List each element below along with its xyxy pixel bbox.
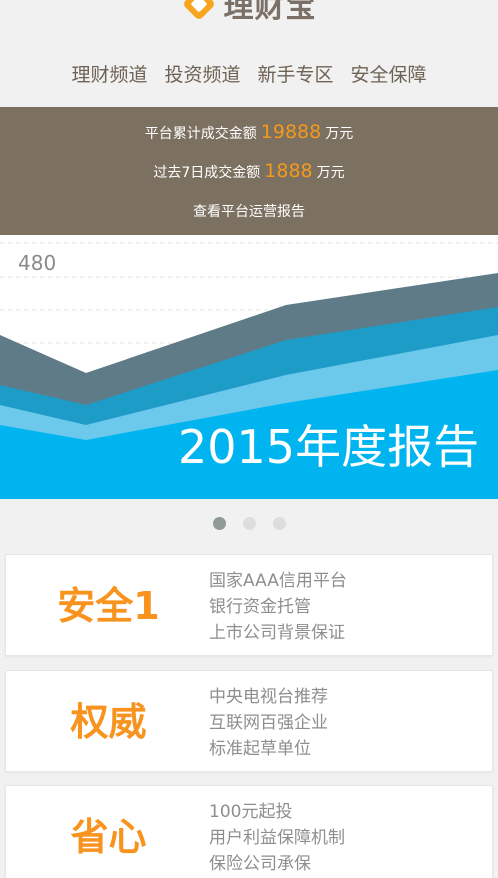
- week-value: 1888: [264, 160, 313, 182]
- nav-item-security[interactable]: 安全保障: [350, 64, 427, 86]
- feature-title: 安全1: [57, 584, 160, 628]
- week-unit: 万元: [316, 165, 345, 181]
- carousel-dot-2[interactable]: [242, 517, 256, 530]
- axis-label: 480: [18, 251, 56, 275]
- banner-graphic: 480 2015年度报告: [0, 235, 498, 499]
- weekly-volume: 过去7日成交金额 1888 万元: [0, 160, 498, 182]
- carousel-dot-3[interactable]: [272, 517, 286, 530]
- feature-line: 标准起草单位: [209, 739, 311, 759]
- nav-item-wealth[interactable]: 理财频道: [71, 64, 148, 86]
- feature-line: 保险公司承保: [209, 854, 311, 874]
- feature-line: 银行资金托管: [209, 597, 311, 617]
- banner-title: 2015年度报告: [178, 420, 479, 474]
- feature-card-safety[interactable]: 安全1 国家AAA信用平台 银行资金托管 上市公司背景保证: [5, 554, 493, 656]
- feature-details: 100元起投 用户利益保障机制 保险公司承保: [209, 799, 345, 877]
- diamond-logo-icon: [183, 0, 214, 19]
- feature-line: 上市公司背景保证: [209, 623, 345, 643]
- feature-line: 中央电视台推荐: [209, 687, 328, 707]
- cumulative-value: 19888: [260, 121, 322, 143]
- logo[interactable]: 理财宝: [182, 0, 317, 26]
- carousel-dot-1[interactable]: [212, 517, 226, 530]
- cumulative-volume: 平台累计成交金额 19888 万元: [0, 121, 498, 143]
- feature-title: 权威: [70, 700, 147, 744]
- feature-line: 用户利益保障机制: [209, 828, 345, 848]
- sky-area-band: [0, 370, 498, 499]
- report-row: 查看平台运营报告: [0, 201, 498, 221]
- feature-title: 省心: [70, 815, 147, 859]
- cumulative-unit: 万元: [325, 126, 354, 142]
- main-nav: 理财频道 投资频道 新手专区 安全保障: [0, 58, 498, 92]
- carousel-indicators: [0, 517, 498, 531]
- feature-line: 100元起投: [209, 802, 293, 822]
- feature-line: 互联网百强企业: [209, 713, 328, 733]
- banner-slide[interactable]: 480 2015年度报告: [0, 235, 498, 499]
- header-logo[interactable]: 理财宝: [0, 0, 498, 40]
- operations-report-link[interactable]: 查看平台运营报告: [193, 204, 305, 220]
- nav-item-newbie[interactable]: 新手专区: [257, 64, 334, 86]
- feature-card-authority[interactable]: 权威 中央电视台推荐 互联网百强企业 标准起草单位: [5, 670, 493, 772]
- cumulative-label: 平台累计成交金额: [144, 126, 257, 142]
- feature-details: 中央电视台推荐 互联网百强企业 标准起草单位: [209, 684, 328, 762]
- feature-card-convenience[interactable]: 省心 100元起投 用户利益保障机制 保险公司承保: [5, 785, 493, 878]
- feature-details: 国家AAA信用平台 银行资金托管 上市公司背景保证: [209, 568, 347, 646]
- nav-item-invest[interactable]: 投资频道: [164, 64, 241, 86]
- feature-line: 国家AAA信用平台: [209, 571, 347, 591]
- week-label: 过去7日成交金额: [153, 165, 261, 181]
- logo-text: 理财宝: [223, 0, 317, 25]
- stats-panel: 平台累计成交金额 19888 万元 过去7日成交金额 1888 万元 查看平台运营报告: [0, 107, 498, 235]
